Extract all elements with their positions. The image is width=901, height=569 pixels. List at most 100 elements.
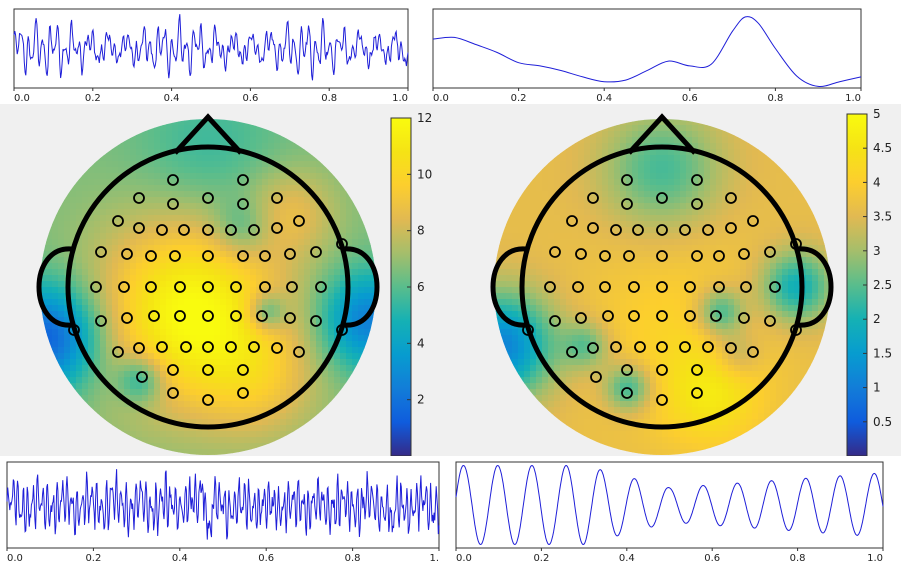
topomap-right-colorbar-label: 3 bbox=[873, 244, 881, 258]
topomap-right-colorbar-label: 0.5 bbox=[873, 415, 892, 429]
topomap-left-colorbar-label: 12 bbox=[417, 111, 432, 125]
topomap-right-electrode bbox=[769, 281, 781, 293]
topomap-right-right-ear bbox=[797, 246, 834, 328]
topomap-left-electrode bbox=[118, 281, 130, 293]
topomap-left-electrode bbox=[237, 198, 249, 210]
topomap-left-electrode bbox=[225, 341, 237, 353]
topomap-right-electrode bbox=[656, 341, 668, 353]
topomap-left-electrode bbox=[167, 198, 179, 210]
topomap-right-electrode bbox=[713, 281, 725, 293]
topomap-right-electrode bbox=[656, 250, 668, 262]
topomap-left-colorbar-label: 10 bbox=[417, 167, 432, 181]
trace-panel-top-left: 0.0 0.2 0.4 0.6 0.8 1.0 bbox=[0, 0, 420, 106]
topomap-right-electrode bbox=[621, 387, 633, 399]
topomap-left-electrode bbox=[156, 341, 168, 353]
topomap-left-electrode bbox=[68, 324, 80, 336]
topomap-left-electrode bbox=[202, 341, 214, 353]
topomap-left-electrode bbox=[230, 310, 242, 322]
topomap-right-electrode bbox=[599, 281, 611, 293]
topomap-right-electrode bbox=[725, 342, 737, 354]
trace-top-right-axes-box bbox=[432, 8, 862, 89]
trace-bottom-left-tick-label: 0.6 bbox=[258, 553, 274, 564]
topomap-left-left-ear bbox=[36, 246, 73, 328]
topomap-right-svg: 0.5 1 1.5 2 2.5 3 3.5 4 4.5 5 bbox=[490, 107, 892, 456]
topomap-right-electrode bbox=[679, 341, 691, 353]
topomap-left-electrode bbox=[237, 364, 249, 376]
topomap-right-electrode bbox=[764, 246, 776, 258]
topomap-left-electrode bbox=[225, 224, 237, 236]
topomap-left-electrode bbox=[310, 246, 322, 258]
topomap-right-electrode bbox=[587, 222, 599, 234]
trace-bottom-left-line bbox=[6, 469, 440, 540]
topomap-left-electrode bbox=[271, 342, 283, 354]
topomap-right-head-outline bbox=[519, 144, 805, 430]
trace-top-right-tick-label: 0.8 bbox=[767, 93, 783, 104]
topomap-left-electrode bbox=[202, 310, 214, 322]
topomap-left-electrode bbox=[315, 281, 327, 293]
topomap-left-electrode bbox=[202, 364, 214, 376]
topomap-right-electrode bbox=[656, 224, 668, 236]
topomap-right-electrode bbox=[738, 312, 750, 324]
topomap-right-left-ear bbox=[490, 246, 527, 328]
topomap-left-electrode bbox=[271, 222, 283, 234]
topomap-right-electrode bbox=[575, 312, 587, 324]
topomap-left-electrode bbox=[310, 315, 322, 327]
topomap-right-electrode bbox=[656, 364, 668, 376]
topomap-right-electrode bbox=[621, 174, 633, 186]
topomap-left-colorbar-label: 2 bbox=[417, 393, 425, 407]
topomap-left-svg: 2 4 6 8 10 12 bbox=[36, 111, 432, 456]
topomap-right-electrode bbox=[621, 198, 633, 210]
trace-top-left-line bbox=[13, 14, 409, 81]
topomap-right-colorbar-label: 1 bbox=[873, 381, 881, 395]
topomap-right-electrode bbox=[572, 281, 584, 293]
topomap-left-electrode bbox=[145, 281, 157, 293]
topomap-right-electrode bbox=[684, 310, 696, 322]
topomap-left-electrode bbox=[133, 222, 145, 234]
topomap-right-electrode bbox=[656, 281, 668, 293]
topomap-left-electrode bbox=[156, 224, 168, 236]
trace-bottom-left-tick-label: 0.8 bbox=[345, 553, 361, 564]
trace-bottom-left-tick-label: 0.0 bbox=[7, 553, 23, 564]
topomap-right-electrode bbox=[691, 387, 703, 399]
topomap-left-electrode bbox=[112, 346, 124, 358]
topomap-left-electrode bbox=[202, 281, 214, 293]
topomap-right-electrode bbox=[522, 324, 534, 336]
topomap-right-electrode bbox=[544, 281, 556, 293]
topomap-right-colorbar-label: 4.5 bbox=[873, 141, 892, 155]
topomap-right-colorbar-label: 3.5 bbox=[873, 210, 892, 224]
topomap-left-electrode bbox=[167, 174, 179, 186]
trace-bottom-right-svg: 0.0 0.2 0.4 0.6 0.8 1.0 bbox=[455, 461, 884, 564]
topomap-left-colorbar-label: 8 bbox=[417, 224, 425, 238]
topomap-left-electrode bbox=[230, 281, 242, 293]
trace-panel-bottom-right: 0.0 0.2 0.4 0.6 0.8 1.0 bbox=[450, 456, 901, 569]
topomap-left-electrode bbox=[178, 224, 190, 236]
topomap-right-electrode bbox=[738, 248, 750, 260]
topomap-right-electrode bbox=[621, 364, 633, 376]
topomap-right-electrode bbox=[623, 250, 635, 262]
trace-bottom-right-axes-box bbox=[455, 461, 884, 549]
trace-panel-top-right: 0.0 0.2 0.4 0.6 0.8 1.0 bbox=[420, 0, 901, 106]
topomap-right-electrode bbox=[702, 224, 714, 236]
topomap-left-colorbar-label: 6 bbox=[417, 280, 425, 294]
topomap-right-electrode bbox=[790, 238, 802, 250]
topomap-left-electrode bbox=[95, 246, 107, 258]
topomap-left-electrode bbox=[293, 346, 305, 358]
topomap-right-nose bbox=[627, 113, 697, 155]
trace-bottom-right-tick-label: 0.0 bbox=[456, 553, 472, 564]
topomap-left-electrode bbox=[286, 281, 298, 293]
topomap-left-electrode bbox=[271, 192, 283, 204]
topomap-right-electrode bbox=[691, 174, 703, 186]
trace-panel-bottom-left: 0.0 0.2 0.4 0.6 0.8 1. bbox=[0, 456, 450, 569]
topomap-right-electrode bbox=[549, 315, 561, 327]
trace-bottom-left-svg: 0.0 0.2 0.4 0.6 0.8 1. bbox=[6, 461, 440, 564]
topomap-left-electrode bbox=[136, 371, 148, 383]
trace-bottom-right-tick-label: 1.0 bbox=[867, 553, 883, 564]
trace-top-right-tick-label: 1.0 bbox=[845, 93, 861, 104]
topomap-right-colorbar-label: 2 bbox=[873, 312, 881, 326]
topomap-right-electrode bbox=[656, 310, 668, 322]
topomap-right-electrode bbox=[602, 310, 614, 322]
topomap-right-electrode bbox=[610, 224, 622, 236]
topomap-left-electrode bbox=[256, 310, 268, 322]
topomap-left-electrode bbox=[167, 387, 179, 399]
topomap-left-electrode bbox=[284, 312, 296, 324]
